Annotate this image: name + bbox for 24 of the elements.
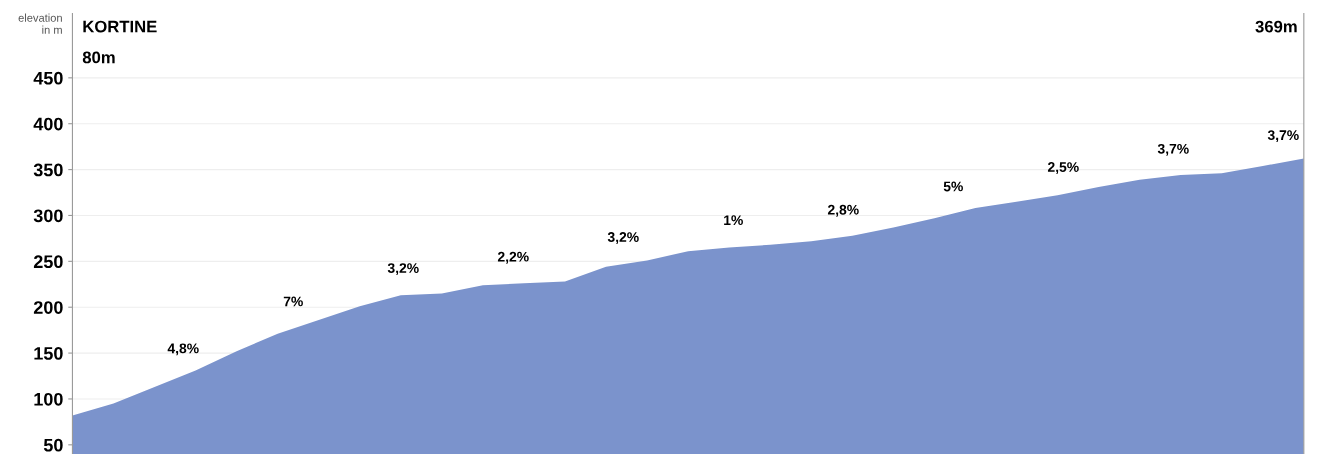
y-tick-label: 400 (33, 117, 63, 131)
y-tick-label: 100 (34, 392, 63, 406)
annotation: 1% (724, 215, 743, 226)
annotation: 3,2% (387, 263, 419, 275)
annotation: 3,7% (1267, 130, 1299, 143)
annotation: 4,8% (167, 343, 199, 356)
chart-title: KORTINE (83, 20, 157, 33)
annotation: 2,5% (1047, 162, 1079, 174)
annotation: 5% (943, 181, 963, 192)
y-tick-label: 150 (34, 347, 63, 360)
text: 80m (82, 51, 115, 64)
y-tick-label: 300 (33, 209, 63, 223)
annotation: 3,7% (1157, 143, 1189, 156)
y-tick-label: 450 (33, 71, 63, 85)
annotation: 2,2% (497, 251, 529, 264)
annotation: 3,2% (607, 232, 639, 244)
y-tick-label: 250 (33, 255, 63, 269)
y-tick-label: 50 (43, 438, 63, 452)
annotation: 7% (283, 296, 303, 307)
annotation: 2,8% (827, 204, 859, 217)
annotation: 369m (1255, 20, 1297, 33)
y-tick-label: 350 (33, 163, 63, 177)
y-tick-label: 200 (33, 301, 63, 314)
y-axis-title: elevation in m (18, 13, 62, 34)
